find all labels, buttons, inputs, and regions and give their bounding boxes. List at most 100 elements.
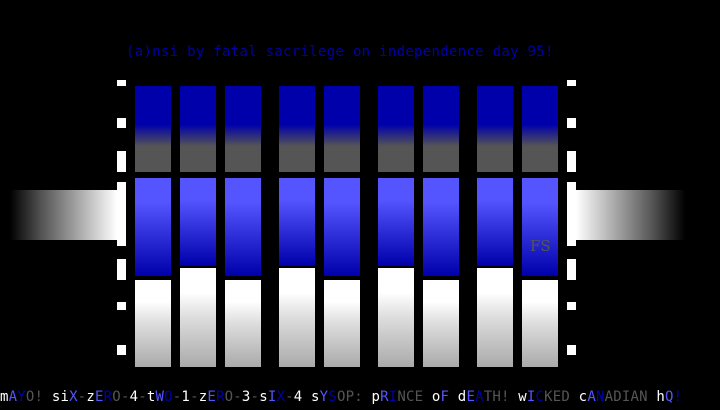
footer-segment: 1 <box>181 389 191 405</box>
footer-segment: X <box>276 389 286 405</box>
footer-segment: - <box>250 389 260 405</box>
glyph-middle-band <box>477 178 513 266</box>
footer-segment: Y <box>17 389 26 405</box>
footer-segment: w <box>509 389 527 405</box>
footer-segment: - <box>138 389 147 405</box>
footer-segment: 4 <box>129 389 139 405</box>
glyph-top-band <box>225 86 261 172</box>
glyph-middle-band <box>180 178 216 266</box>
footer-segment: - <box>233 389 242 405</box>
footer-segment: o <box>423 389 441 405</box>
footer-segment: F <box>440 389 450 405</box>
footer-segment: E <box>207 389 216 405</box>
artist-signature: FS <box>530 237 551 255</box>
footer-segment: Q <box>665 389 674 405</box>
glyph-middle-band <box>135 178 171 276</box>
film-sprocket-hole <box>117 80 126 86</box>
footer-segment: p <box>362 389 381 405</box>
glyph-top-band <box>279 86 315 172</box>
film-sprocket-hole <box>117 345 126 355</box>
footer-segment: z <box>86 389 96 405</box>
footer-segment: R <box>215 389 225 405</box>
footer-segment: s <box>302 389 320 405</box>
film-sprocket-hole <box>567 302 576 310</box>
footer-segment: S <box>328 389 337 405</box>
footer-segment: E <box>466 389 476 405</box>
footer-segment: i <box>60 389 70 405</box>
credit-line: (a)nsi by fatal sacrilege on independenc… <box>126 44 554 60</box>
footer-segment: h <box>647 389 666 405</box>
footer-segment: N <box>595 389 605 405</box>
film-sprocket-hole <box>117 302 126 310</box>
footer-segment: C <box>535 389 545 405</box>
glyph-middle-band <box>324 178 360 276</box>
footer-segment: I <box>526 389 536 405</box>
glyph-middle-band <box>225 178 261 276</box>
film-sprocket-hole <box>567 182 576 246</box>
left-fade <box>10 190 117 240</box>
glyph-top-band <box>324 86 360 172</box>
footer-segment: ADIAN <box>604 389 648 405</box>
film-sprocket-hole <box>567 80 576 86</box>
footer-segment: - <box>190 389 199 405</box>
footer-segment: s <box>43 389 61 405</box>
footer-segment: - <box>285 389 294 405</box>
glyph-bottom-band <box>423 280 459 367</box>
footer-segment: O <box>164 389 173 405</box>
glyph-middle-band <box>279 178 315 266</box>
footer-segment: s <box>259 389 268 405</box>
glyph-middle-band <box>423 178 459 276</box>
glyph-top-band <box>135 86 171 172</box>
film-sprocket-hole <box>567 259 576 280</box>
footer-segment: d <box>449 389 467 405</box>
glyph-middle-band <box>378 178 414 266</box>
footer-segment: c <box>570 389 588 405</box>
footer-segment: m <box>0 389 9 405</box>
right-fade <box>576 190 685 240</box>
glyph-top-band <box>423 86 459 172</box>
footer-segment: NCE <box>397 389 424 405</box>
film-sprocket-hole <box>117 151 126 172</box>
footer-segment: R <box>380 389 389 405</box>
glyph-top-band <box>378 86 414 172</box>
glyph-bottom-band <box>522 280 558 367</box>
film-sprocket-hole <box>567 345 576 355</box>
footer-segment: E <box>95 389 104 405</box>
film-sprocket-hole <box>567 151 576 172</box>
glyph-bottom-band <box>225 280 261 367</box>
film-sprocket-hole <box>117 259 126 280</box>
film-sprocket-hole <box>117 182 126 246</box>
glyph-bottom-band <box>135 280 171 367</box>
film-sprocket-hole <box>567 118 576 128</box>
footer-segment: I <box>388 389 398 405</box>
footer-greetings: mAYO! siX-zERO-4-tWO-1-zERO-3-sIX-4 sYSO… <box>0 389 682 405</box>
footer-segment: Y <box>319 389 329 405</box>
glyph-bottom-band <box>477 268 513 367</box>
glyph-bottom-band <box>279 268 315 367</box>
glyph-bottom-band <box>180 268 216 367</box>
footer-segment: t <box>146 389 156 405</box>
footer-segment: z <box>198 389 208 405</box>
footer-segment: O! <box>25 389 44 405</box>
footer-segment: I <box>267 389 277 405</box>
footer-segment: A <box>8 389 18 405</box>
glyph-bottom-band <box>378 268 414 367</box>
footer-segment: ! <box>673 389 683 405</box>
footer-segment: KED <box>544 389 571 405</box>
footer-segment: A <box>587 389 596 405</box>
footer-segment: W <box>155 389 165 405</box>
glyph-middle-band <box>522 178 558 276</box>
footer-segment: A <box>475 389 484 405</box>
glyph-top-band <box>180 86 216 172</box>
glyph-top-band <box>522 86 558 172</box>
footer-segment: OP: <box>336 389 363 405</box>
footer-segment: O <box>224 389 234 405</box>
footer-segment: 4 <box>293 389 303 405</box>
footer-segment: 3 <box>241 389 251 405</box>
footer-segment: O <box>112 389 121 405</box>
footer-segment: - <box>77 389 87 405</box>
footer-segment: TH! <box>483 389 510 405</box>
glyph-top-band <box>477 86 513 172</box>
footer-segment: - <box>120 389 130 405</box>
